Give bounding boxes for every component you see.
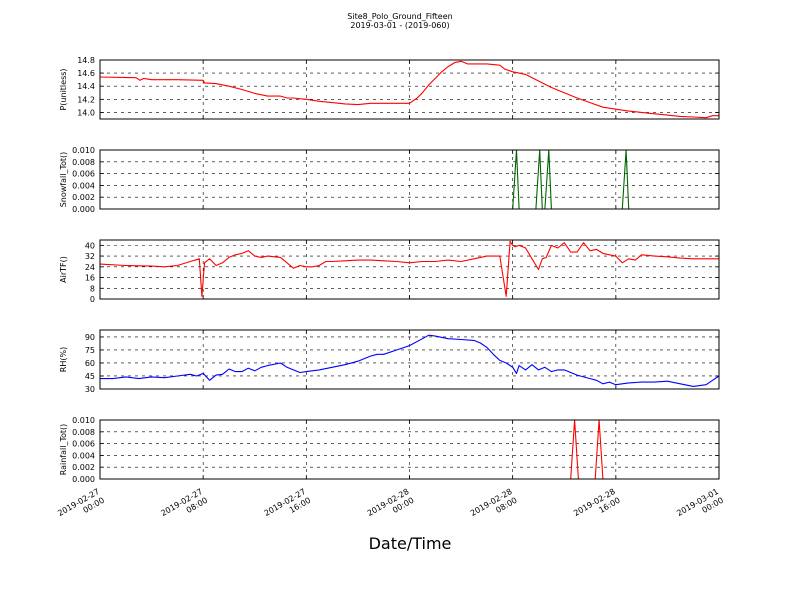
y-tick-label: 30 — [85, 385, 95, 394]
y-tick-label: 0.004 — [72, 451, 95, 460]
y-tick-label: 14.2 — [77, 95, 95, 104]
y-tick-label: 24 — [85, 263, 95, 272]
y-tick-label: 75 — [85, 346, 95, 355]
plot-frame — [99, 419, 720, 480]
y-tick-label: 0.006 — [72, 440, 95, 449]
y-tick-label: 0 — [90, 295, 95, 304]
y-tick-label: 0.006 — [72, 170, 95, 179]
series-line-0-0 — [99, 60, 719, 119]
y-tick-label: 0.008 — [72, 428, 95, 437]
y-tick-label: 0.008 — [72, 158, 95, 167]
y-axis-label: RH(%) — [59, 347, 68, 372]
y-tick-label: 90 — [85, 333, 95, 342]
y-tick-label: 14.6 — [77, 69, 95, 78]
y-tick-label: 0.000 — [72, 475, 95, 484]
x-tick-label: 2019-02-2816:00 — [572, 487, 622, 527]
series-line-3-0 — [100, 334, 720, 387]
plot-frame — [99, 329, 720, 390]
series-line-2-0 — [99, 240, 719, 297]
y-axis-label: AirTF() — [59, 256, 68, 283]
plot-frame — [99, 149, 720, 210]
y-tick-label: 0.000 — [72, 205, 95, 214]
plot-frame — [99, 239, 720, 300]
y-tick-label: 0.010 — [72, 416, 95, 425]
y-tick-label: 0.002 — [72, 193, 95, 202]
y-tick-label: 14.4 — [77, 82, 95, 91]
y-axis-label: P(unitless) — [59, 68, 68, 110]
x-tick-label: 2019-02-2800:00 — [366, 487, 416, 527]
y-tick-label: 8 — [90, 284, 95, 293]
y-tick-label: 14.0 — [77, 108, 95, 117]
x-tick-label: 2019-03-0100:00 — [675, 487, 725, 527]
x-tick-label: 2019-02-2716:00 — [263, 487, 313, 527]
y-axis-label: Rainfall_Tot() — [59, 424, 68, 476]
chart-title: Site8_Polo_Ground_Fifteen — [347, 12, 453, 21]
x-tick-label: 2019-02-2700:00 — [56, 487, 106, 527]
y-tick-label: 40 — [85, 241, 95, 250]
y-tick-label: 60 — [85, 359, 95, 368]
x-tick-label: 2019-02-2708:00 — [159, 487, 209, 527]
y-tick-label: 16 — [85, 274, 95, 283]
chart-subtitle: 2019-03-01 - (2019-060) — [350, 21, 450, 30]
y-tick-label: 0.004 — [72, 181, 95, 190]
x-axis-label: Date/Time — [368, 534, 452, 553]
y-tick-label: 0.002 — [72, 463, 95, 472]
y-tick-label: 14.8 — [77, 56, 95, 65]
y-tick-label: 45 — [85, 372, 95, 381]
x-tick-label: 2019-02-2808:00 — [469, 487, 519, 527]
y-axis-label: Snowfall_Tot() — [59, 152, 68, 208]
y-tick-label: 0.010 — [72, 146, 95, 155]
plot-frame — [99, 59, 720, 120]
y-tick-label: 32 — [85, 252, 95, 261]
